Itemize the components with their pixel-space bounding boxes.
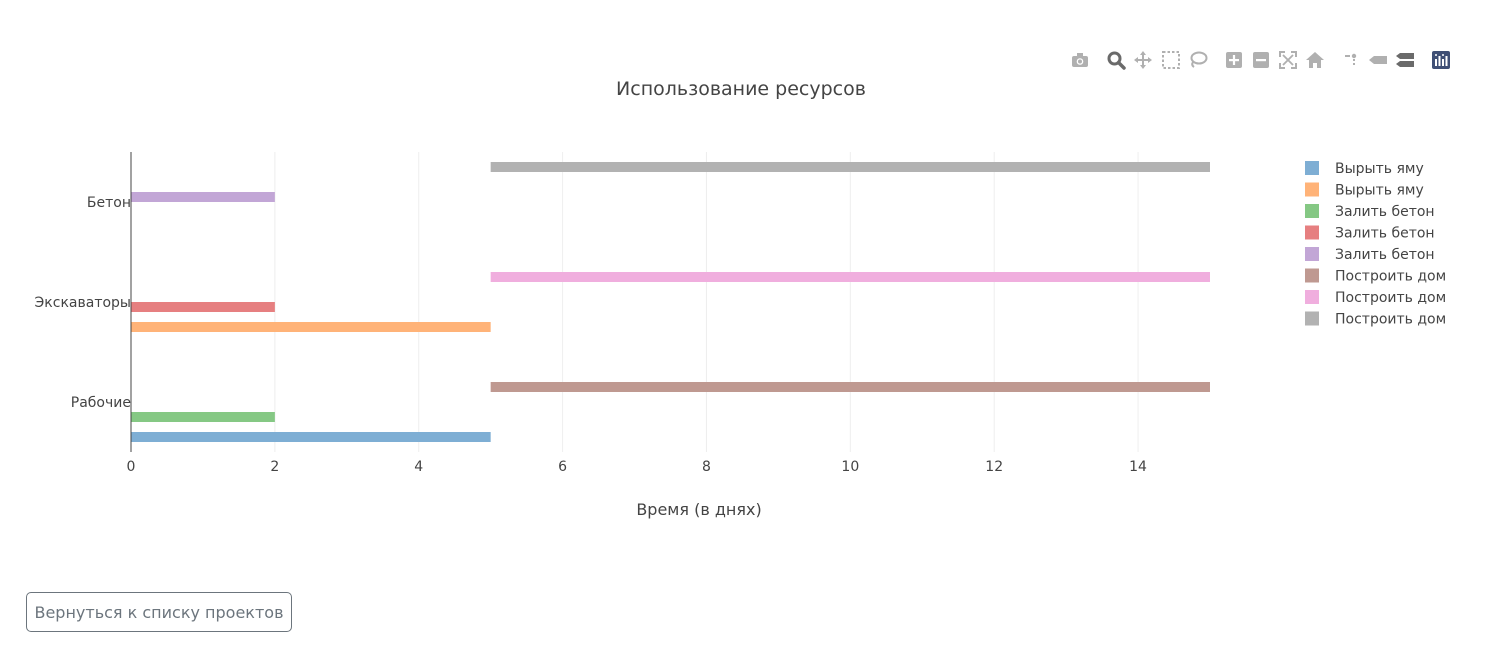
legend-item[interactable]: Вырыть яму xyxy=(1305,161,1424,177)
modebar xyxy=(1070,50,1460,70)
x-tick-label: 10 xyxy=(841,459,859,475)
bar[interactable] xyxy=(131,192,275,202)
x-tick-label: 12 xyxy=(985,459,1003,475)
bar[interactable] xyxy=(490,272,1211,282)
x-tick-label: 2 xyxy=(270,459,279,475)
legend-item[interactable]: Залить бетон xyxy=(1305,225,1435,242)
autoscale-icon[interactable] xyxy=(1278,50,1298,70)
pan-icon[interactable] xyxy=(1133,50,1153,70)
legend-swatch xyxy=(1305,182,1319,197)
zoom-icon[interactable] xyxy=(1106,50,1126,70)
legend-item[interactable]: Построить дом xyxy=(1305,268,1446,285)
zoom-out-icon[interactable] xyxy=(1251,50,1271,70)
x-tick-label: 4 xyxy=(414,459,423,475)
legend-label: Построить дом xyxy=(1335,312,1446,328)
bar[interactable] xyxy=(131,432,491,442)
x-tick-label: 6 xyxy=(558,459,567,475)
plotly-logo-icon[interactable] xyxy=(1431,50,1451,70)
legend-label: Построить дом xyxy=(1335,269,1446,285)
spike-lines-icon[interactable] xyxy=(1341,50,1361,70)
camera-icon[interactable] xyxy=(1070,50,1090,70)
legend-label: Вырыть яму xyxy=(1335,183,1424,199)
legend-swatch xyxy=(1305,225,1319,240)
back-to-projects-button[interactable]: Вернуться к списку проектов xyxy=(26,592,292,632)
bar[interactable] xyxy=(131,412,275,422)
legend-swatch xyxy=(1305,311,1319,326)
y-tick-label: Рабочие xyxy=(71,395,131,411)
legend-label: Вырыть яму xyxy=(1335,161,1424,177)
hover-compare-icon[interactable] xyxy=(1395,50,1415,70)
x-tick-label: 0 xyxy=(127,459,136,475)
legend-swatch xyxy=(1305,290,1319,304)
y-tick-label: Экскаваторы xyxy=(35,295,131,311)
legend-swatch xyxy=(1305,204,1319,218)
chart-title: Использование ресурсов xyxy=(616,78,866,100)
y-tick-labels: Рабочие Экскаваторы Бетон xyxy=(35,195,131,411)
bar[interactable] xyxy=(131,322,491,332)
legend-item[interactable]: Залить бетон xyxy=(1305,247,1435,263)
legend-swatch xyxy=(1305,247,1319,261)
legend-item[interactable]: Залить бетон xyxy=(1305,204,1435,220)
legend: Вырыть яму Вырыть яму Залить бетон Залить б… xyxy=(1305,161,1446,328)
legend-label: Построить дом xyxy=(1335,290,1446,306)
x-tick-labels: 0 2 4 6 8 10 12 14 xyxy=(127,459,1148,475)
reset-axes-icon[interactable] xyxy=(1305,50,1325,70)
bar[interactable] xyxy=(490,382,1211,392)
legend-label: Залить бетон xyxy=(1335,204,1435,220)
legend-label: Залить бетон xyxy=(1335,226,1435,242)
box-select-icon[interactable] xyxy=(1161,50,1181,70)
bar[interactable] xyxy=(490,162,1211,172)
grid-lines xyxy=(274,152,1139,452)
x-axis-title: Время (в днях) xyxy=(636,500,761,519)
legend-swatch xyxy=(1305,161,1319,175)
hover-closest-icon[interactable] xyxy=(1368,50,1388,70)
bar[interactable] xyxy=(131,302,275,312)
legend-swatch xyxy=(1305,268,1319,283)
bars xyxy=(131,162,1211,442)
x-tick-label: 14 xyxy=(1129,459,1147,475)
legend-label: Залить бетон xyxy=(1335,247,1435,263)
zoom-in-icon[interactable] xyxy=(1224,50,1244,70)
x-tick-label: 8 xyxy=(702,459,711,475)
legend-item[interactable]: Построить дом xyxy=(1305,311,1446,328)
legend-item[interactable]: Вырыть яму xyxy=(1305,182,1424,199)
legend-item[interactable]: Построить дом xyxy=(1305,290,1446,306)
y-tick-label: Бетон xyxy=(87,195,131,211)
lasso-select-icon[interactable] xyxy=(1188,50,1208,70)
